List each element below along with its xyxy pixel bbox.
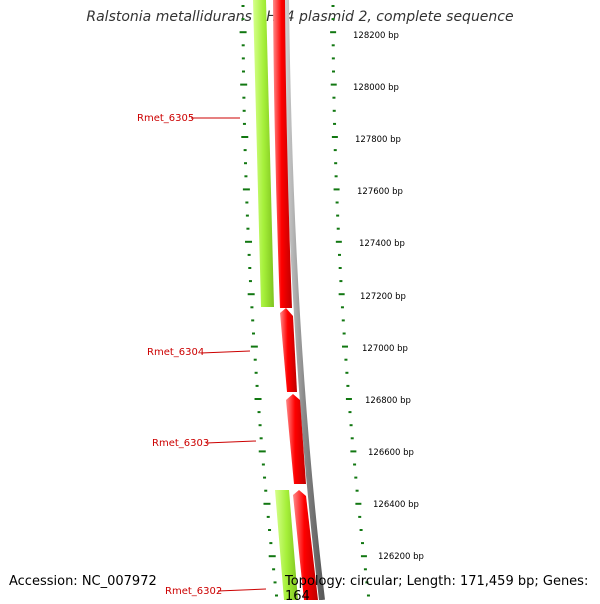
gene-leader-line (200, 350, 251, 354)
scale-label: 126800 bp (365, 396, 411, 406)
gene-leader-line (205, 440, 257, 444)
gene-label: Rmet_6304 (147, 347, 204, 358)
scale-labels: 128200 bp 128000 bp 127800 bp 127600 bp 1274… (353, 31, 424, 562)
scale-label: 127000 bp (362, 344, 408, 354)
inner-tick-marks (239, 5, 278, 597)
reverse-feature-top (273, 0, 292, 308)
scale-label: 127400 bp (359, 239, 405, 249)
gene-feature-rmet-6305 (253, 0, 274, 307)
gene-feature-rmet-6304 (280, 308, 297, 392)
gene-leader-line (217, 588, 267, 592)
gene-label: Rmet_6305 (137, 113, 194, 124)
backbone-circle (283, 0, 325, 600)
gene-feature-rmet-6302 (275, 490, 298, 600)
scale-label: 126200 bp (378, 552, 424, 562)
scale-label: 126400 bp (373, 500, 419, 510)
gene-feature-rmet-6302-reverse (293, 490, 318, 600)
scale-label: 127800 bp (355, 135, 401, 145)
gene-labels: Rmet_6305 Rmet_6304 Rmet_6303 Rmet_6302 (137, 113, 267, 597)
gene-label: Rmet_6303 (152, 438, 209, 449)
scale-label: 127600 bp (357, 187, 403, 197)
map-title: Ralstonia metallidurans CH34 plasmid 2, … (86, 9, 514, 25)
outer-tick-marks (330, 5, 370, 597)
scale-label: 126600 bp (368, 448, 414, 458)
gene-feature-rmet-6303 (286, 394, 306, 484)
scale-label: 128000 bp (353, 83, 399, 93)
accession-text: Accession: NC_007972 (9, 574, 157, 589)
scale-label: 127200 bp (360, 292, 406, 302)
gene-label: Rmet_6302 (165, 586, 222, 597)
scale-label: 128200 bp (353, 31, 399, 41)
